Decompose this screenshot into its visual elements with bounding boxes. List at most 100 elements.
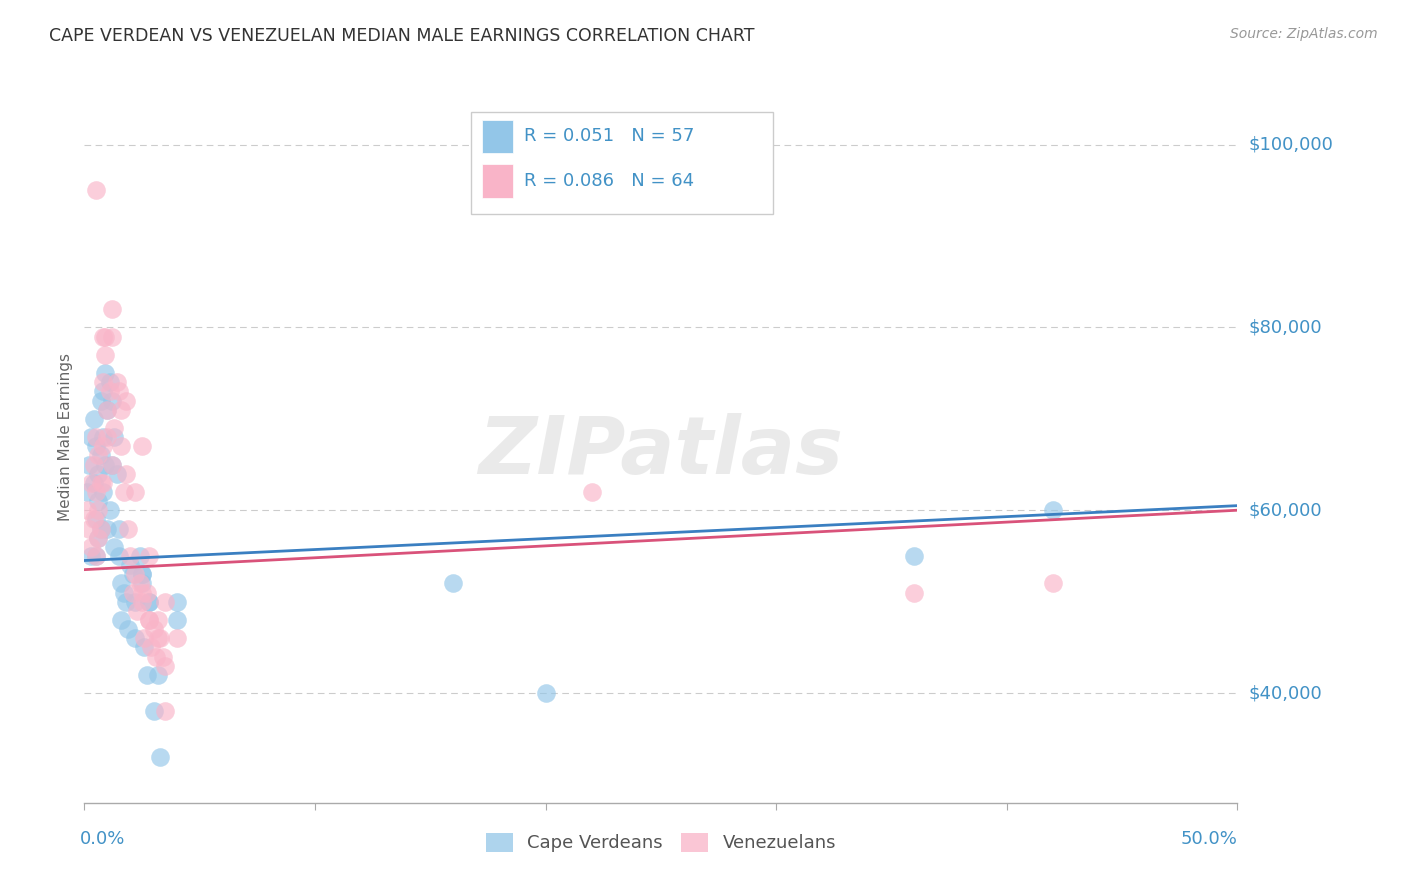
Point bbox=[87, 531, 110, 545]
Point bbox=[138, 613, 160, 627]
Point bbox=[134, 631, 156, 645]
Point bbox=[128, 576, 150, 591]
Text: R = 0.086   N = 64: R = 0.086 N = 64 bbox=[524, 172, 695, 190]
Point bbox=[124, 594, 146, 608]
Point bbox=[903, 549, 925, 563]
Point bbox=[145, 649, 167, 664]
Point bbox=[89, 521, 111, 535]
Point bbox=[146, 613, 169, 627]
Point bbox=[96, 402, 118, 417]
Point bbox=[534, 686, 557, 700]
Point bbox=[166, 631, 188, 645]
Point bbox=[94, 366, 117, 380]
Point bbox=[138, 613, 160, 627]
Text: $100,000: $100,000 bbox=[1249, 136, 1333, 153]
Point bbox=[84, 512, 107, 526]
Point bbox=[124, 484, 146, 499]
Point bbox=[101, 301, 124, 317]
Point bbox=[84, 549, 107, 563]
Text: $60,000: $60,000 bbox=[1249, 501, 1322, 519]
Point bbox=[98, 503, 121, 517]
Point bbox=[91, 484, 114, 499]
Point bbox=[153, 658, 176, 673]
Point bbox=[146, 631, 169, 645]
Point bbox=[108, 521, 131, 535]
Point bbox=[135, 585, 157, 599]
Point bbox=[105, 375, 128, 389]
Point bbox=[120, 558, 142, 573]
Point bbox=[134, 640, 156, 655]
Point bbox=[124, 567, 146, 582]
Point bbox=[94, 348, 117, 362]
Point bbox=[91, 375, 114, 389]
Text: 0.0%: 0.0% bbox=[80, 830, 125, 848]
Point bbox=[110, 439, 132, 453]
Point bbox=[80, 540, 103, 554]
Point bbox=[115, 467, 138, 481]
Point bbox=[110, 402, 132, 417]
Point bbox=[138, 594, 160, 608]
Point bbox=[103, 421, 125, 435]
Point bbox=[76, 503, 98, 517]
Point bbox=[142, 622, 165, 636]
Point bbox=[115, 594, 138, 608]
Text: 50.0%: 50.0% bbox=[1181, 830, 1237, 848]
Point bbox=[121, 567, 143, 582]
Point bbox=[112, 484, 135, 499]
Point bbox=[76, 484, 98, 499]
Point bbox=[91, 475, 114, 490]
Point bbox=[94, 329, 117, 343]
Point bbox=[1042, 503, 1064, 517]
Point bbox=[138, 594, 160, 608]
Point bbox=[581, 484, 603, 499]
Text: Source: ZipAtlas.com: Source: ZipAtlas.com bbox=[1230, 27, 1378, 41]
Point bbox=[142, 704, 165, 718]
Point bbox=[84, 439, 107, 453]
Point bbox=[441, 576, 464, 591]
Point bbox=[138, 549, 160, 563]
Point bbox=[87, 467, 110, 481]
Point bbox=[83, 458, 105, 472]
Point bbox=[96, 402, 118, 417]
Point bbox=[87, 531, 110, 545]
Point bbox=[131, 567, 153, 582]
Point bbox=[89, 393, 111, 408]
Point bbox=[83, 475, 105, 490]
Text: R = 0.051   N = 57: R = 0.051 N = 57 bbox=[524, 128, 695, 145]
Point bbox=[128, 549, 150, 563]
Point bbox=[96, 521, 118, 535]
Point bbox=[117, 622, 139, 636]
Point bbox=[91, 329, 114, 343]
Point bbox=[153, 704, 176, 718]
Point bbox=[91, 430, 114, 444]
Point bbox=[166, 613, 188, 627]
Point bbox=[89, 521, 111, 535]
Point bbox=[110, 613, 132, 627]
Point bbox=[89, 475, 111, 490]
Point bbox=[87, 448, 110, 462]
Point bbox=[131, 594, 153, 608]
Point bbox=[105, 467, 128, 481]
Point bbox=[98, 384, 121, 399]
Point bbox=[89, 448, 111, 462]
Point bbox=[94, 458, 117, 472]
Point bbox=[83, 512, 105, 526]
Y-axis label: Median Male Earnings: Median Male Earnings bbox=[58, 353, 73, 521]
Point bbox=[80, 549, 103, 563]
Point bbox=[84, 183, 107, 197]
Point bbox=[80, 430, 103, 444]
Point bbox=[117, 521, 139, 535]
Point bbox=[103, 540, 125, 554]
Point bbox=[127, 604, 149, 618]
Point bbox=[96, 430, 118, 444]
Point bbox=[149, 631, 172, 645]
Point bbox=[1042, 576, 1064, 591]
Point bbox=[103, 430, 125, 444]
Point bbox=[91, 439, 114, 453]
Point bbox=[112, 585, 135, 599]
Point bbox=[141, 640, 163, 655]
Point bbox=[80, 475, 103, 490]
Point bbox=[91, 384, 114, 399]
Point bbox=[131, 439, 153, 453]
Point bbox=[135, 667, 157, 681]
